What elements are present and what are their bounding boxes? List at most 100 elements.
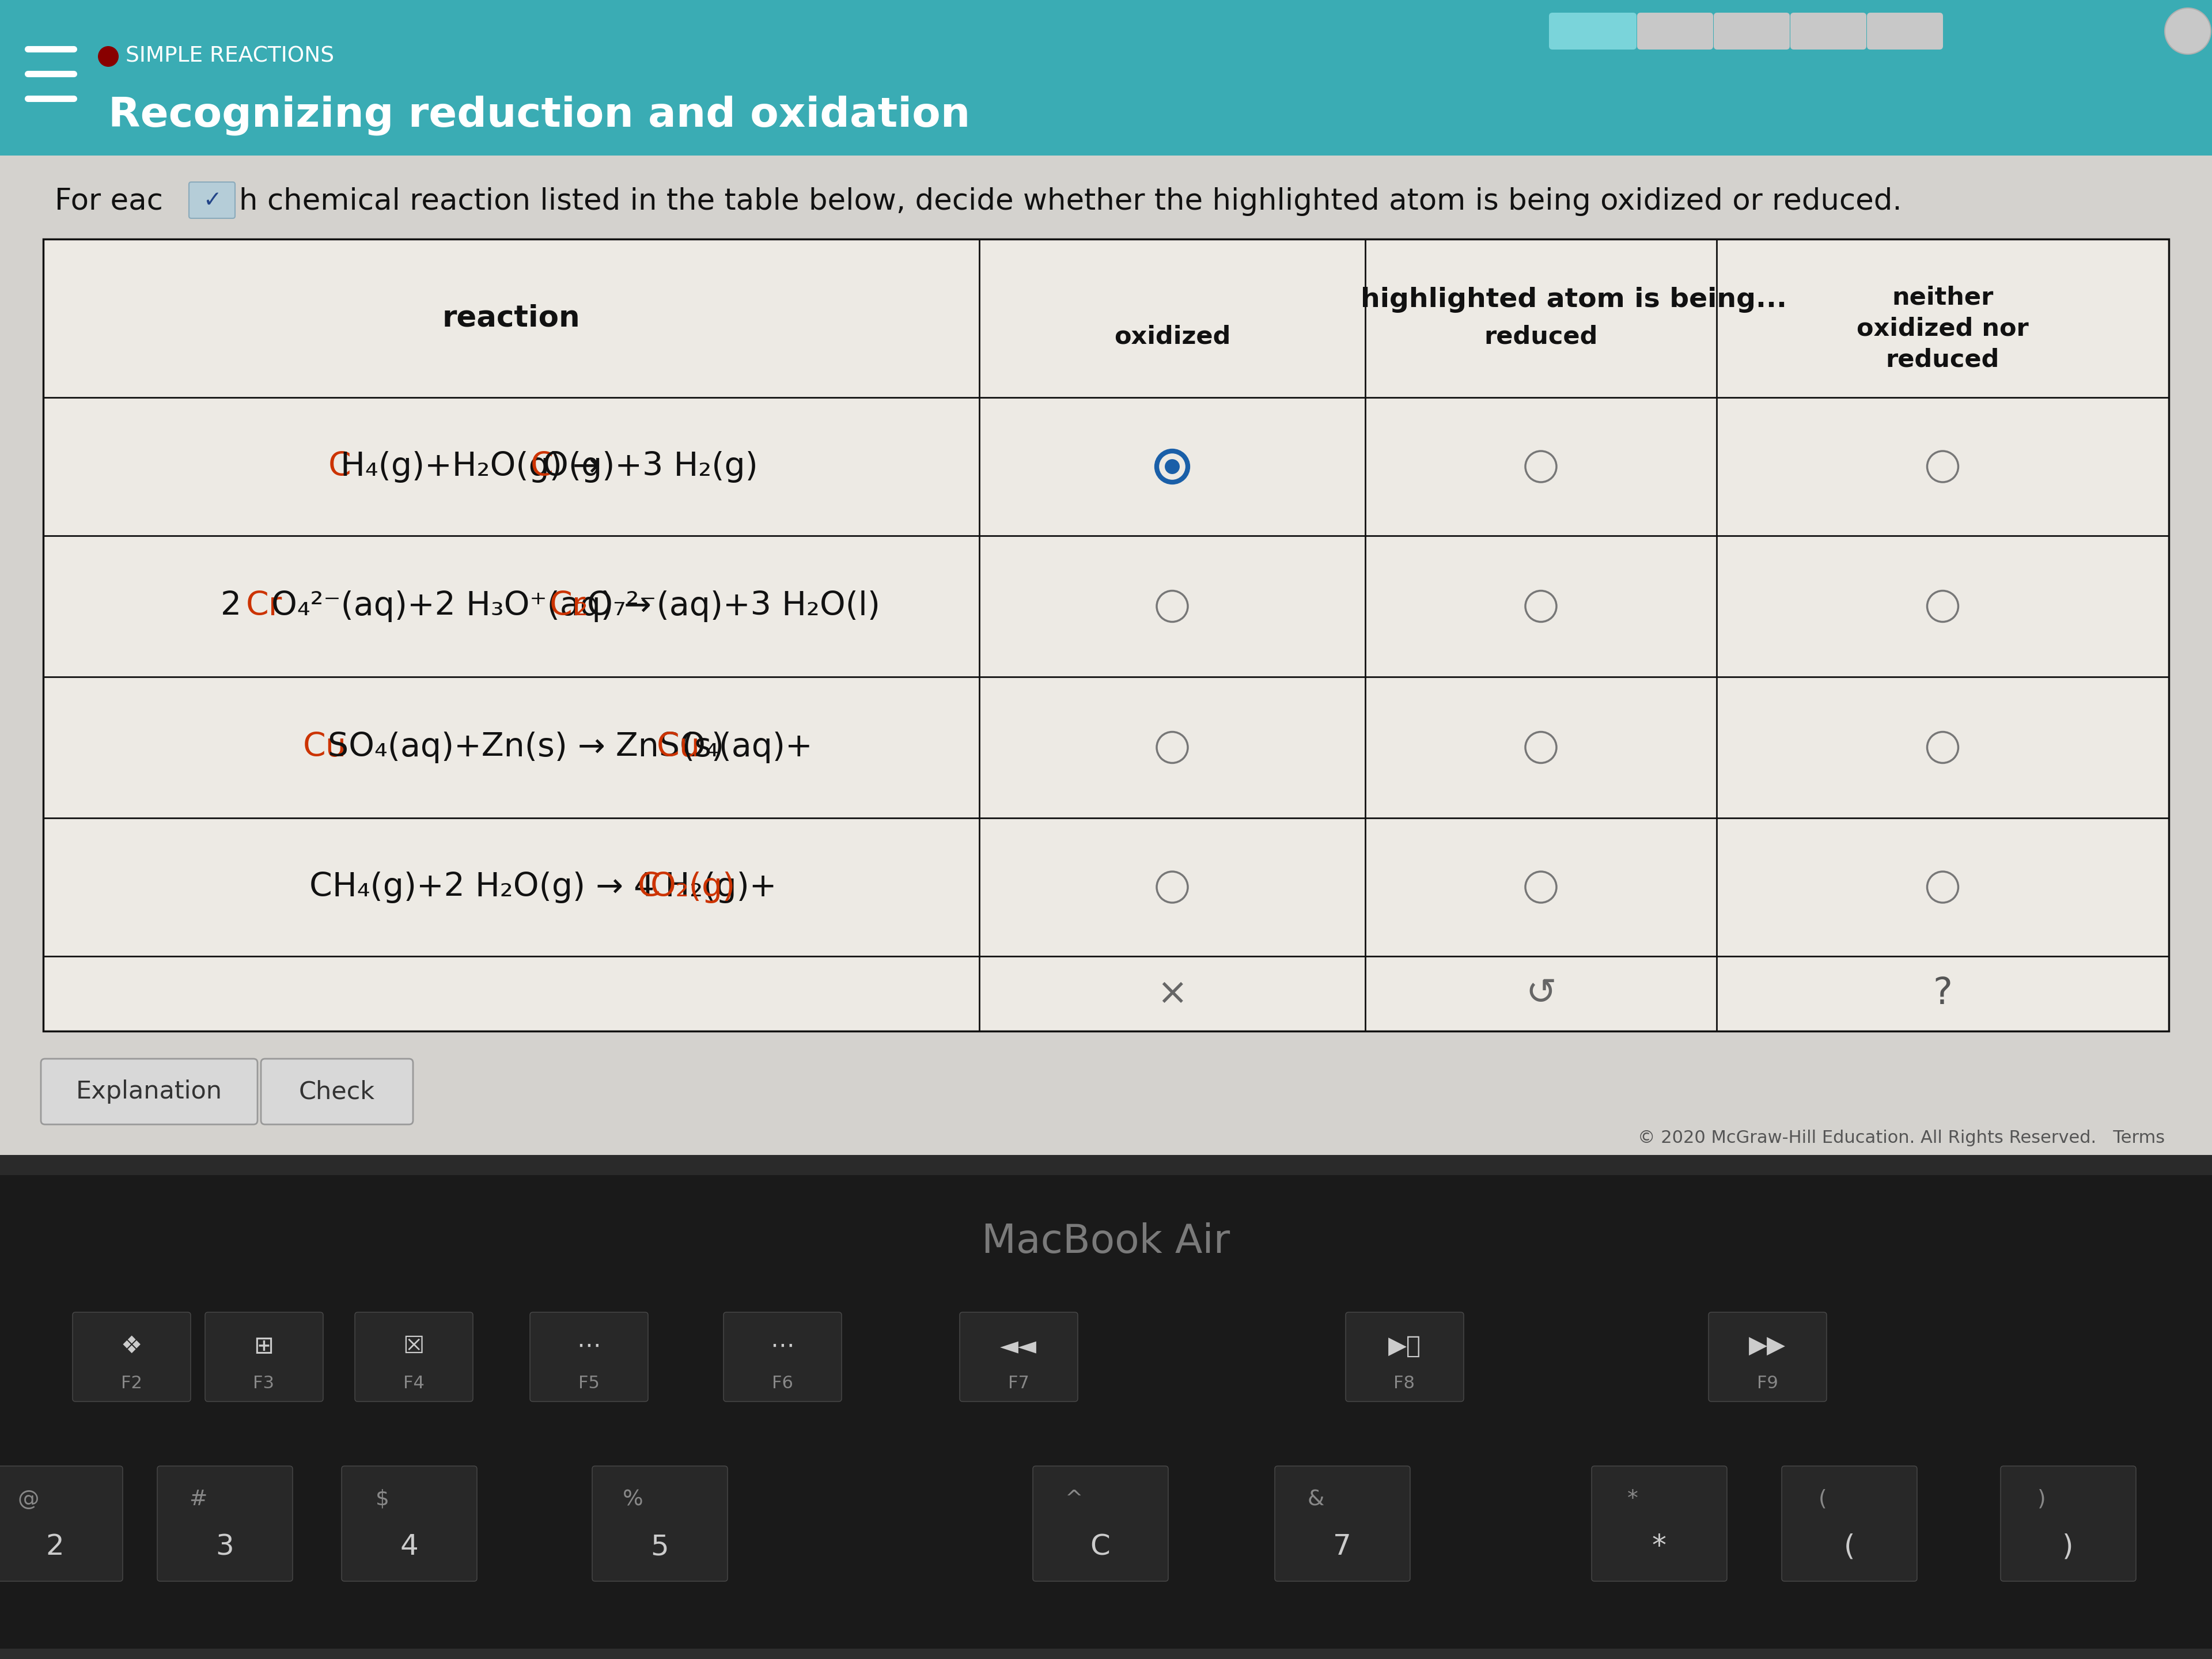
Text: *: * — [1652, 1533, 1666, 1561]
Text: $: $ — [376, 1490, 389, 1510]
Text: ⊞: ⊞ — [254, 1334, 274, 1359]
Text: (: ( — [1843, 1533, 1854, 1561]
Text: C: C — [531, 451, 553, 483]
Text: (: ( — [1818, 1490, 1827, 1510]
Circle shape — [1166, 460, 1179, 474]
Text: neither
oxidized nor
reduced: neither oxidized nor reduced — [1856, 285, 2028, 372]
Text: Explanation: Explanation — [75, 1080, 223, 1103]
Text: Recognizing reduction and oxidation: Recognizing reduction and oxidation — [108, 95, 971, 136]
Text: (s): (s) — [681, 732, 726, 763]
Text: 4: 4 — [400, 1533, 418, 1561]
Text: F8: F8 — [1394, 1375, 1416, 1392]
Text: ▶⏸: ▶⏸ — [1387, 1334, 1420, 1359]
Text: Cu: Cu — [657, 732, 701, 763]
Text: ₂: ₂ — [575, 591, 588, 622]
Text: F2: F2 — [122, 1375, 142, 1392]
Circle shape — [2166, 8, 2210, 55]
Text: © 2020 McGraw-Hill Education. All Rights Reserved.   Terms: © 2020 McGraw-Hill Education. All Rights… — [1637, 1130, 2166, 1146]
Text: ^: ^ — [1064, 1490, 1084, 1510]
Text: O₄²⁻(aq)+2 H₃O⁺(aq) →: O₄²⁻(aq)+2 H₃O⁺(aq) → — [272, 591, 661, 622]
Text: F5: F5 — [577, 1375, 599, 1392]
Text: h chemical reaction listed in the table below, decide whether the highlighted at: h chemical reaction listed in the table … — [239, 187, 1902, 216]
Text: 5: 5 — [650, 1533, 668, 1561]
FancyBboxPatch shape — [960, 1312, 1077, 1402]
Text: ▶▶: ▶▶ — [1750, 1334, 1785, 1359]
Text: ⋯: ⋯ — [577, 1334, 602, 1359]
Text: 3: 3 — [215, 1533, 234, 1561]
Text: Cr: Cr — [246, 591, 283, 622]
Text: F9: F9 — [1756, 1375, 1778, 1392]
FancyBboxPatch shape — [73, 1312, 190, 1402]
Text: ✓: ✓ — [204, 189, 221, 211]
Circle shape — [97, 46, 119, 66]
Text: MacBook Air: MacBook Air — [982, 1223, 1230, 1261]
FancyBboxPatch shape — [1790, 13, 1867, 50]
FancyBboxPatch shape — [341, 1467, 478, 1581]
Text: SO₄(aq)+Zn(s) → ZnSO₄(aq)+: SO₄(aq)+Zn(s) → ZnSO₄(aq)+ — [327, 732, 812, 763]
FancyBboxPatch shape — [1708, 1312, 1827, 1402]
Text: ↺: ↺ — [1526, 975, 1557, 1012]
FancyBboxPatch shape — [40, 1058, 257, 1125]
Text: 7: 7 — [1334, 1533, 1352, 1561]
FancyBboxPatch shape — [1033, 1467, 1168, 1581]
FancyBboxPatch shape — [1274, 1467, 1411, 1581]
FancyBboxPatch shape — [206, 1312, 323, 1402]
Text: oxidized: oxidized — [1115, 325, 1230, 348]
FancyBboxPatch shape — [723, 1312, 841, 1402]
FancyBboxPatch shape — [1548, 13, 1637, 50]
Text: ◄◄: ◄◄ — [1000, 1334, 1037, 1359]
Text: highlighted atom is being...: highlighted atom is being... — [1360, 287, 1787, 314]
Text: Cr: Cr — [549, 591, 586, 622]
FancyBboxPatch shape — [531, 1312, 648, 1402]
FancyBboxPatch shape — [354, 1312, 473, 1402]
FancyBboxPatch shape — [0, 1155, 2212, 1175]
Text: ⋯: ⋯ — [770, 1334, 794, 1359]
FancyBboxPatch shape — [157, 1467, 292, 1581]
Text: O(g)+3 H₂(g): O(g)+3 H₂(g) — [542, 451, 759, 483]
Text: @: @ — [18, 1490, 40, 1510]
Text: CH₄(g)+2 H₂O(g) → 4 H₂(g)+: CH₄(g)+2 H₂O(g) → 4 H₂(g)+ — [310, 871, 776, 902]
FancyBboxPatch shape — [0, 1467, 122, 1581]
Text: F4: F4 — [403, 1375, 425, 1392]
Text: H₄(g)+H₂O(g) →: H₄(g)+H₂O(g) → — [341, 451, 611, 483]
Text: C: C — [1091, 1533, 1110, 1561]
Text: *: * — [1628, 1490, 1637, 1510]
Text: For eac: For eac — [55, 187, 164, 216]
FancyBboxPatch shape — [1714, 13, 1790, 50]
FancyBboxPatch shape — [2000, 1467, 2137, 1581]
Text: O₂(g): O₂(g) — [650, 871, 737, 902]
Text: O₇²⁻(aq)+3 H₂O(l): O₇²⁻(aq)+3 H₂O(l) — [586, 591, 880, 622]
FancyBboxPatch shape — [0, 1155, 2212, 1659]
Text: F7: F7 — [1009, 1375, 1029, 1392]
Text: ☒: ☒ — [403, 1334, 425, 1359]
FancyBboxPatch shape — [1593, 1467, 1728, 1581]
FancyBboxPatch shape — [1345, 1312, 1464, 1402]
Text: SIMPLE REACTIONS: SIMPLE REACTIONS — [126, 46, 334, 66]
FancyBboxPatch shape — [44, 239, 2168, 1032]
Text: reaction: reaction — [442, 304, 580, 333]
FancyBboxPatch shape — [188, 182, 234, 219]
Text: #: # — [188, 1490, 208, 1510]
FancyBboxPatch shape — [1781, 1467, 1918, 1581]
Text: Cu: Cu — [303, 732, 347, 763]
Text: ): ) — [2062, 1533, 2073, 1561]
Text: F3: F3 — [252, 1375, 274, 1392]
Text: reduced: reduced — [1484, 325, 1597, 348]
FancyBboxPatch shape — [0, 0, 2212, 156]
Text: 2: 2 — [221, 591, 252, 622]
Text: &: & — [1307, 1490, 1325, 1510]
FancyBboxPatch shape — [261, 1058, 414, 1125]
Text: ❖: ❖ — [122, 1334, 142, 1359]
Text: ): ) — [2037, 1490, 2046, 1510]
Text: %: % — [624, 1490, 644, 1510]
Text: ?: ? — [1933, 975, 1953, 1012]
Text: C: C — [637, 871, 661, 902]
Text: F6: F6 — [772, 1375, 792, 1392]
FancyBboxPatch shape — [1637, 13, 1712, 50]
FancyBboxPatch shape — [0, 1649, 2212, 1659]
Text: ×: × — [1157, 975, 1188, 1012]
Text: Check: Check — [299, 1080, 376, 1103]
FancyBboxPatch shape — [593, 1467, 728, 1581]
Text: 2: 2 — [46, 1533, 64, 1561]
FancyBboxPatch shape — [1867, 13, 1942, 50]
